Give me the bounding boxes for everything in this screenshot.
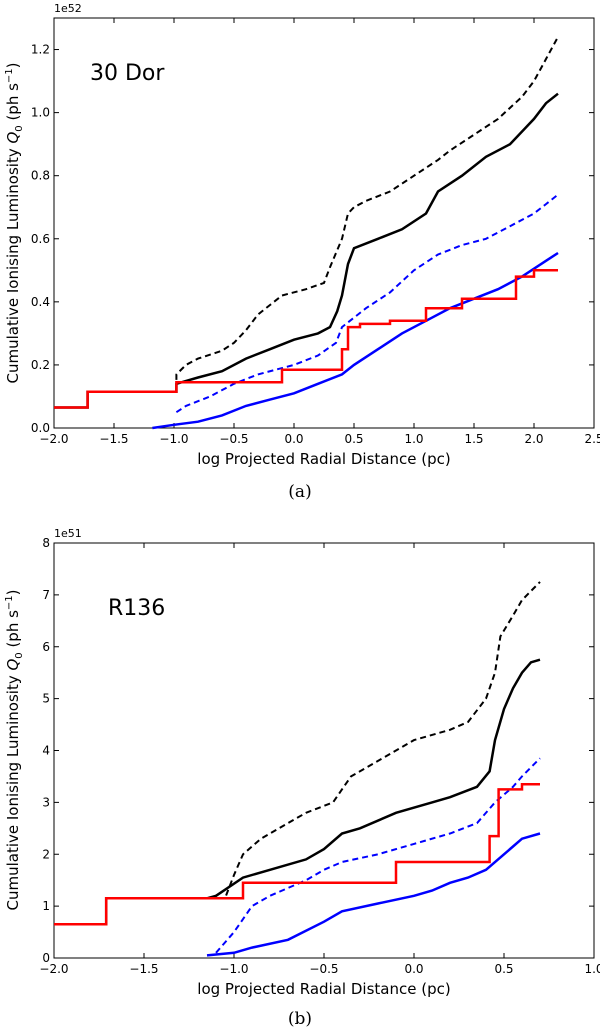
x-tick-label: 1.0 — [584, 962, 600, 976]
x-tick-label: 1.5 — [464, 432, 483, 446]
series-blue-solid — [206, 832, 541, 957]
y-tick-label: 1 — [42, 899, 50, 913]
x-tick-label: −2.0 — [39, 962, 68, 976]
x-tick-label: −2.0 — [39, 432, 68, 446]
y-tick-label: 6 — [42, 640, 50, 654]
x-tick-label: 1.0 — [404, 432, 423, 446]
offset-text: 1e52 — [54, 2, 82, 15]
series-blue-solid — [152, 251, 559, 430]
x-tick-label: 2.5 — [584, 432, 600, 446]
y-tick-label: 7 — [42, 588, 50, 602]
x-tick-label: 0.0 — [404, 962, 423, 976]
y-tick-label: 0.2 — [31, 358, 50, 372]
panel-caption: (a) — [288, 482, 311, 502]
series-black-dashed — [54, 581, 541, 926]
x-axis-label: log Projected Radial Distance (pc) — [197, 450, 450, 468]
y-tick-label: 5 — [42, 692, 50, 706]
x-tick-label: 0.5 — [494, 962, 513, 976]
y-tick-label: 1.0 — [31, 106, 50, 120]
series-blue-dashed — [215, 757, 541, 954]
series-red-solid — [54, 782, 540, 926]
series-red-solid — [54, 269, 558, 409]
y-tick-label: 0.8 — [31, 169, 50, 183]
x-tick-label: 2.0 — [524, 432, 543, 446]
y-tick-label: 2 — [42, 847, 50, 861]
axis-ticks: −2.0 −1.5 −1.0 −0.5 0.0 0.5 1.0 1.5 2.0 2.5 0.0 0.2… — [31, 18, 600, 446]
x-tick-label: −0.5 — [219, 432, 248, 446]
series-black-dashed — [54, 36, 559, 409]
panel-a: −2.0 −1.5 −1.0 −0.5 0.0 0.5 1.0 1.5 2.0 2.5 0.0 0.2… — [4, 2, 600, 502]
y-tick-label: 8 — [42, 536, 50, 550]
annotation-label: 30 Dor — [90, 61, 165, 86]
offset-text: 1e51 — [54, 527, 82, 540]
x-tick-label: 0.5 — [344, 432, 363, 446]
y-tick-label: 0.4 — [31, 295, 50, 309]
annotation-label: R136 — [108, 596, 165, 621]
x-axis-label: log Projected Radial Distance (pc) — [197, 980, 450, 998]
y-tick-label: 1.2 — [31, 43, 50, 57]
y-axis-label: Cumulative Ionising Luminosity Q0 (ph s−… — [4, 589, 25, 910]
x-tick-label: −1.0 — [159, 432, 188, 446]
series-lines — [54, 581, 541, 957]
axis-ticks: −2.0 −1.5 −1.0 −0.5 0.0 0.5 1.0 0 1 2 3 4 5 6 7 8 — [39, 536, 600, 976]
x-tick-label: −1.5 — [99, 432, 128, 446]
y-tick-label: 3 — [42, 795, 50, 809]
x-tick-label: 0.0 — [284, 432, 303, 446]
y-tick-label: 4 — [42, 744, 50, 758]
x-tick-label: −1.5 — [129, 962, 158, 976]
y-tick-label: 0.6 — [31, 232, 50, 246]
y-tick-label: 0 — [42, 951, 50, 965]
panel-caption: (b) — [288, 1009, 312, 1029]
y-tick-label: 0.0 — [31, 421, 50, 435]
y-axis-label: Cumulative Ionising Luminosity Q0 (ph s−… — [4, 62, 25, 383]
x-tick-label: −1.0 — [219, 962, 248, 976]
x-tick-label: −0.5 — [309, 962, 338, 976]
series-blue-dashed — [175, 193, 559, 414]
series-lines — [54, 36, 559, 430]
plot-frame — [53, 17, 595, 429]
